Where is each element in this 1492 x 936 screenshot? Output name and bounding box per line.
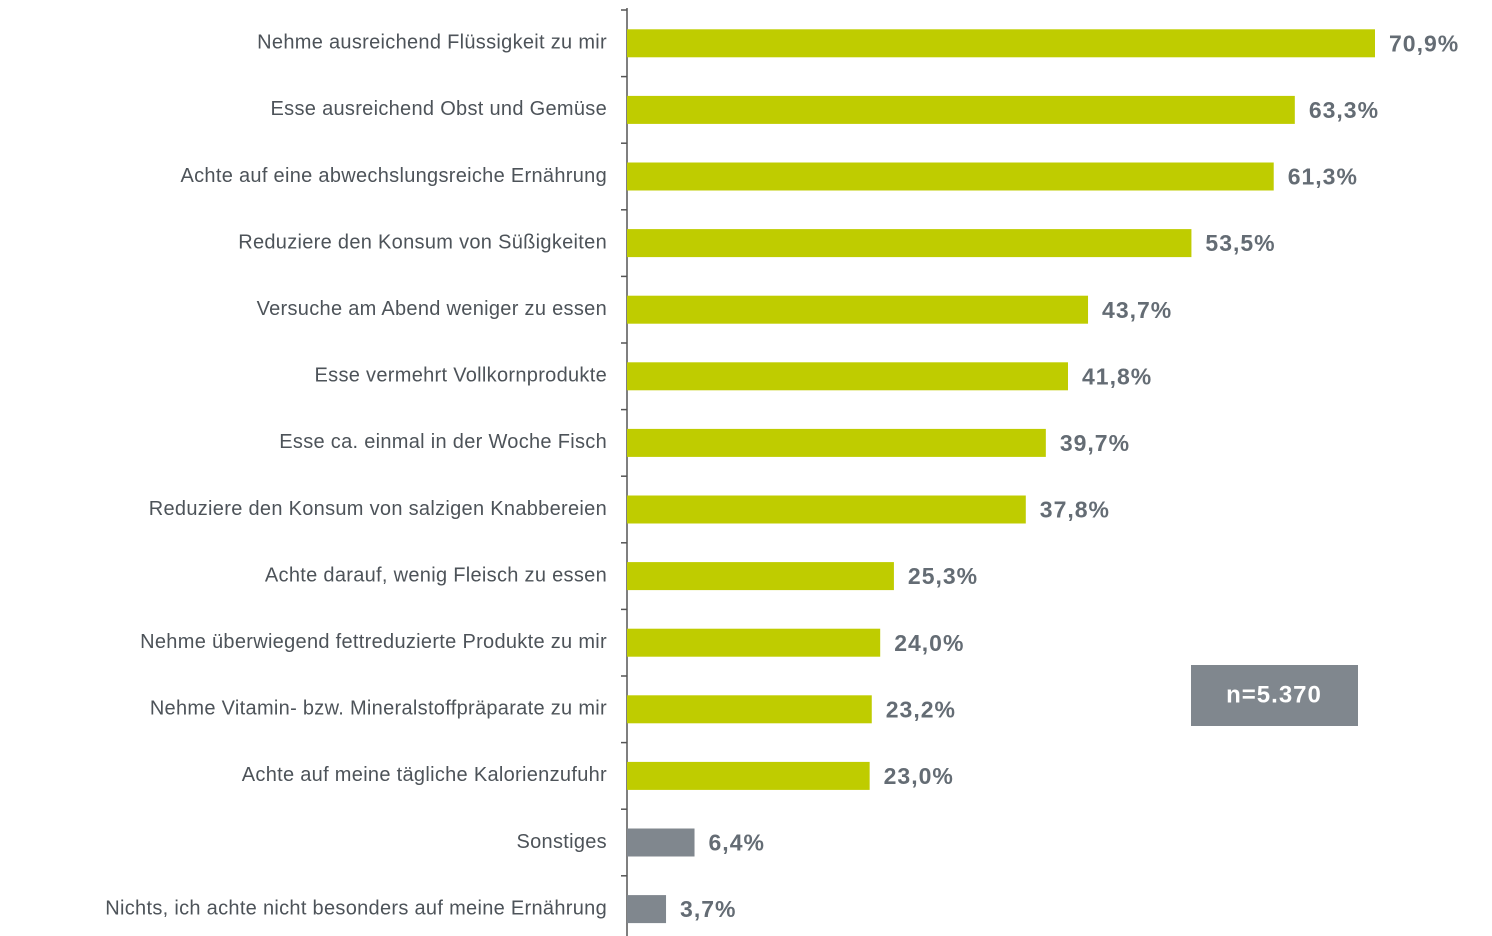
- category-label: Sonstiges: [516, 831, 607, 853]
- value-label: 63,3%: [1309, 97, 1379, 123]
- category-label: Esse vermehrt Vollkornprodukte: [315, 365, 607, 387]
- value-label: 37,8%: [1040, 497, 1110, 523]
- category-label: Versuche am Abend weniger zu essen: [257, 298, 607, 320]
- category-label: Nichts, ich achte nicht besonders auf me…: [105, 897, 607, 919]
- category-label: Reduziere den Konsum von salzigen Knabbe…: [149, 498, 607, 520]
- bar: [627, 695, 872, 724]
- value-label: 41,8%: [1082, 363, 1152, 389]
- annotation-box: [1191, 665, 1358, 726]
- category-label: Esse ca. einmal in der Woche Fisch: [279, 431, 607, 453]
- category-label: Achte auf eine abwechslungsreiche Ernähr…: [180, 165, 607, 187]
- bar: [627, 761, 870, 790]
- value-label: 25,3%: [908, 563, 978, 589]
- value-label: 61,3%: [1288, 164, 1358, 190]
- bar: [627, 562, 894, 591]
- bar: [627, 628, 881, 657]
- bar: [627, 362, 1068, 391]
- value-label: 23,2%: [886, 696, 956, 722]
- value-label: 53,5%: [1205, 230, 1275, 256]
- value-label: 6,4%: [709, 830, 765, 856]
- category-label: Esse ausreichend Obst und Gemüse: [271, 98, 607, 120]
- value-label: 43,7%: [1102, 297, 1172, 323]
- category-label: Reduziere den Konsum von Süßigkeiten: [238, 231, 607, 253]
- value-label: 39,7%: [1060, 430, 1130, 456]
- value-label: 23,0%: [884, 763, 954, 789]
- value-label: 3,7%: [680, 896, 736, 922]
- bar: [627, 29, 1375, 58]
- category-label: Achte darauf, wenig Fleisch zu essen: [265, 564, 607, 586]
- bar: [627, 295, 1089, 324]
- value-label: 24,0%: [894, 630, 964, 656]
- bar: [627, 95, 1295, 124]
- bar: [627, 895, 667, 924]
- bar: [627, 428, 1046, 457]
- bar: [627, 162, 1274, 191]
- value-label: 70,9%: [1389, 30, 1459, 56]
- annotation: n=5.370: [1226, 681, 1322, 708]
- category-label: Nehme Vitamin- bzw. Mineralstoffpräparat…: [150, 698, 607, 720]
- category-label: Nehme ausreichend Flüssigkeit zu mir: [257, 32, 607, 54]
- category-label: Nehme überwiegend fettreduzierte Produkt…: [140, 631, 607, 653]
- bar: [627, 229, 1192, 258]
- bar: [627, 495, 1026, 524]
- bar: [627, 828, 695, 857]
- category-label: Achte auf meine tägliche Kalorienzufuhr: [242, 764, 607, 786]
